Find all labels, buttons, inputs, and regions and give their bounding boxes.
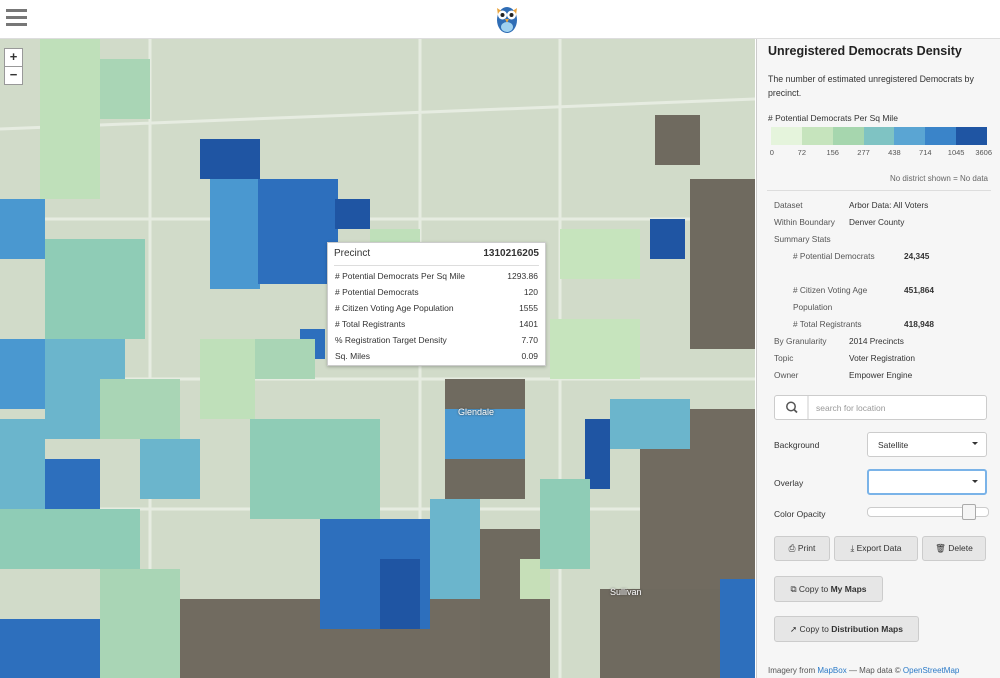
tooltip-row-value: 120 bbox=[523, 287, 538, 297]
detail-label: Owner bbox=[774, 370, 799, 380]
tooltip-title: Precinct bbox=[334, 248, 371, 259]
detail-value: Empower Engine bbox=[849, 370, 913, 380]
button-text-bold: Distribution Maps bbox=[831, 624, 903, 634]
legend-threshold: 438 bbox=[888, 148, 901, 157]
button-text: Export Data bbox=[856, 543, 902, 553]
osm-link[interactable]: OpenStreetMap bbox=[902, 666, 960, 675]
legend-threshold: 156 bbox=[826, 148, 839, 157]
tooltip-row-label: # Total Registrants bbox=[335, 319, 406, 329]
print-button[interactable]: ⎙ Print bbox=[774, 536, 830, 561]
detail-value: 2014 Precincts bbox=[849, 336, 904, 346]
tooltip-row-value: 0.09 bbox=[521, 351, 538, 361]
background-value: Satellite bbox=[878, 440, 909, 450]
button-text: Copy to bbox=[799, 624, 829, 634]
sidebar-title: Unregistered Democrats Density bbox=[768, 44, 962, 58]
legend-threshold: 0 bbox=[769, 148, 774, 157]
tooltip-row-value: 1293.86 bbox=[507, 271, 538, 281]
slider-handle[interactable] bbox=[962, 504, 976, 520]
legend-threshold: 277 bbox=[857, 148, 870, 157]
button-text: Copy to bbox=[798, 584, 829, 594]
caret bbox=[972, 442, 978, 448]
legend-swatch bbox=[925, 127, 957, 145]
overlay-select[interactable] bbox=[867, 469, 987, 495]
delete-button[interactable]: 🗑 Delete bbox=[922, 536, 986, 561]
tooltip-row-label: # Potential Democrats Per Sq Mile bbox=[335, 271, 465, 281]
menu-button[interactable] bbox=[6, 8, 28, 28]
map-label: Sullivan bbox=[610, 587, 642, 597]
legend-swatch bbox=[832, 127, 864, 145]
detail-label: # Potential Democrats bbox=[793, 251, 875, 261]
tooltip-row-value: 7.70 bbox=[521, 335, 538, 345]
legend-swatch bbox=[801, 127, 833, 145]
opacity-slider[interactable] bbox=[867, 504, 989, 520]
legend-swatch bbox=[863, 127, 895, 145]
legend-threshold: 1045 bbox=[947, 148, 965, 157]
detail-value: Arbor Data: All Voters bbox=[849, 200, 929, 210]
detail-value: Voter Registration bbox=[849, 353, 915, 363]
tooltip-row-value: 1555 bbox=[519, 303, 538, 313]
description: The number of estimated unregistered Dem… bbox=[768, 74, 974, 98]
detail-label: Dataset bbox=[774, 200, 803, 210]
tooltip-row-value: 1401 bbox=[519, 319, 538, 329]
search-placeholder: search for location bbox=[816, 403, 886, 413]
map-label: Glendale bbox=[458, 407, 495, 417]
footer-text: — Map data © bbox=[848, 666, 901, 675]
legend-swatch bbox=[894, 127, 926, 145]
export-button[interactable]: ⤓ Export Data bbox=[834, 536, 918, 561]
detail-label: Within Boundary bbox=[774, 217, 835, 227]
legend-threshold: 3606 bbox=[975, 148, 993, 157]
sidebar: Unregistered Democrats Density The numbe… bbox=[756, 39, 1000, 678]
detail-label: Topic bbox=[774, 353, 794, 363]
footer-text: Imagery from bbox=[768, 666, 816, 675]
background-select[interactable]: Satellite bbox=[867, 432, 987, 457]
tooltip-row-label: % Registration Target Density bbox=[335, 335, 447, 345]
footer: Imagery from MapBox — Map data © OpenStr… bbox=[768, 666, 959, 675]
tooltip-row-label: # Potential Democrats bbox=[335, 287, 419, 297]
legend-label: # Potential Democrats Per Sq Mile bbox=[768, 113, 898, 123]
legend-note: No district shown = No data bbox=[889, 174, 988, 183]
search-box[interactable]: search for location bbox=[774, 395, 987, 420]
copy-distribution-button[interactable]: ➚ Copy to Distribution Maps bbox=[774, 616, 919, 642]
overlay-label: Overlay bbox=[774, 478, 804, 488]
detail-value: 418,948 bbox=[904, 319, 934, 329]
logo bbox=[497, 7, 517, 33]
button-text-bold: My Maps bbox=[830, 584, 867, 594]
zoom-in[interactable]: + bbox=[4, 48, 23, 67]
button-text: Delete bbox=[948, 543, 973, 553]
detail-label: # Citizen Voting Age Population bbox=[793, 285, 868, 312]
button-text: Print bbox=[797, 543, 816, 553]
detail-label: # Total Registrants bbox=[793, 319, 862, 329]
copy-my-maps-button[interactable]: ⧉ Copy to My Maps bbox=[774, 576, 883, 602]
legend-threshold: 72 bbox=[797, 148, 807, 157]
legend-swatch bbox=[956, 127, 987, 145]
detail-value: 24,345 bbox=[904, 251, 930, 261]
detail-label: Summary Stats bbox=[774, 234, 831, 244]
detail-value: Denver County bbox=[849, 217, 905, 227]
tooltip-row-label: # Citizen Voting Age Population bbox=[335, 303, 454, 313]
legend: 0 72 156 277 438 714 1045 3606 bbox=[769, 127, 992, 157]
tooltip: Precinct 1310216205 # Potential Democrat… bbox=[327, 242, 546, 366]
zoom-out[interactable]: − bbox=[4, 66, 23, 85]
mapbox-link[interactable]: MapBox bbox=[817, 666, 847, 675]
legend-threshold: 714 bbox=[919, 148, 932, 157]
background-label: Background bbox=[774, 440, 820, 450]
tooltip-id: 1310216205 bbox=[483, 248, 539, 259]
opacity-label: Color Opacity bbox=[774, 509, 826, 519]
legend-swatch bbox=[771, 127, 802, 145]
tooltip-row-label: Sq. Miles bbox=[335, 351, 370, 361]
detail-value: 451,864 bbox=[904, 285, 934, 295]
details: Dataset Arbor Data: All Voters Within Boun… bbox=[774, 197, 994, 387]
caret bbox=[972, 480, 978, 486]
detail-label: By Granularity bbox=[774, 336, 827, 346]
tooltip-header: Precinct 1310216205 bbox=[334, 243, 539, 266]
search-icon bbox=[786, 396, 809, 419]
divider bbox=[767, 190, 991, 191]
header bbox=[0, 0, 1000, 39]
map-layer bbox=[0, 39, 755, 678]
